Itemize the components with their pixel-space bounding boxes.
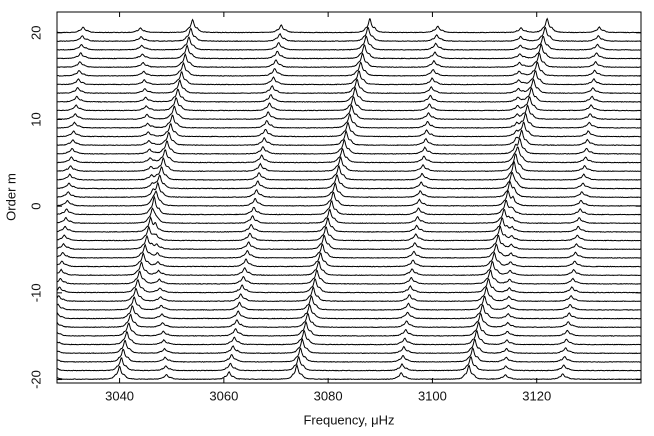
x-tick-label: 3040 [105,388,134,403]
traces [57,17,641,381]
spectrum-trace [57,225,641,242]
spectrum-trace [57,153,641,173]
x-tick-label: 3060 [209,388,238,403]
spectrum-trace [57,190,641,207]
x-tick-label: 3120 [522,388,551,403]
spectrum-trace [57,161,641,181]
y-tick-label: -20 [28,370,43,389]
spectrum-trace [57,260,641,277]
spectrum-trace [57,180,641,199]
spectrum-trace [57,78,641,95]
spectrum-trace [57,234,641,251]
spectrum-trace [57,286,641,303]
spectrum-trace [57,96,641,112]
spectrum-trace [57,121,641,138]
spectrum-trace [57,112,641,129]
spectrum-trace [57,86,641,103]
spectrum-trace [57,207,641,225]
y-tick-label: 20 [28,26,43,40]
spectrum-trace [57,312,641,329]
y-tick-label: 0 [28,203,43,210]
spectrum-trace [57,34,641,51]
spectrum-trace [57,43,641,60]
spectrum-trace [57,251,641,268]
spectrum-trace [57,171,641,190]
spectrum-trace [57,146,641,164]
spectrum-trace [57,137,641,155]
spectrum-trace [57,195,641,216]
spectrum-trace [57,329,641,346]
spectrum-trace [57,364,641,381]
spectrum-trace [57,321,641,337]
spectrum-trace [57,295,641,311]
spectrum-trace [57,269,641,285]
spectrum-trace [57,337,641,355]
spectrum-trace [57,129,641,147]
y-tick-label: -10 [28,283,43,302]
spectrum-trace [57,17,641,34]
spectrum-trace [57,61,641,77]
spectrum-trace [57,26,641,43]
spectrum-trace [57,355,641,372]
spectrum-trace [57,104,641,121]
spectrum-trace [57,52,641,69]
x-tick-label: 3100 [418,388,447,403]
x-tick-label: 3080 [314,388,343,403]
spectrum-trace [57,346,641,363]
x-axis-label: Frequency, μHz [303,412,394,427]
spectrum-trace [57,278,641,294]
spectrum-trace [57,70,641,86]
spectrum-trace [57,216,641,233]
spectrum-trace [57,303,641,320]
spectrum-trace [57,243,641,259]
y-tick-label: 10 [28,112,43,126]
y-axis-label: Order m [3,173,18,221]
